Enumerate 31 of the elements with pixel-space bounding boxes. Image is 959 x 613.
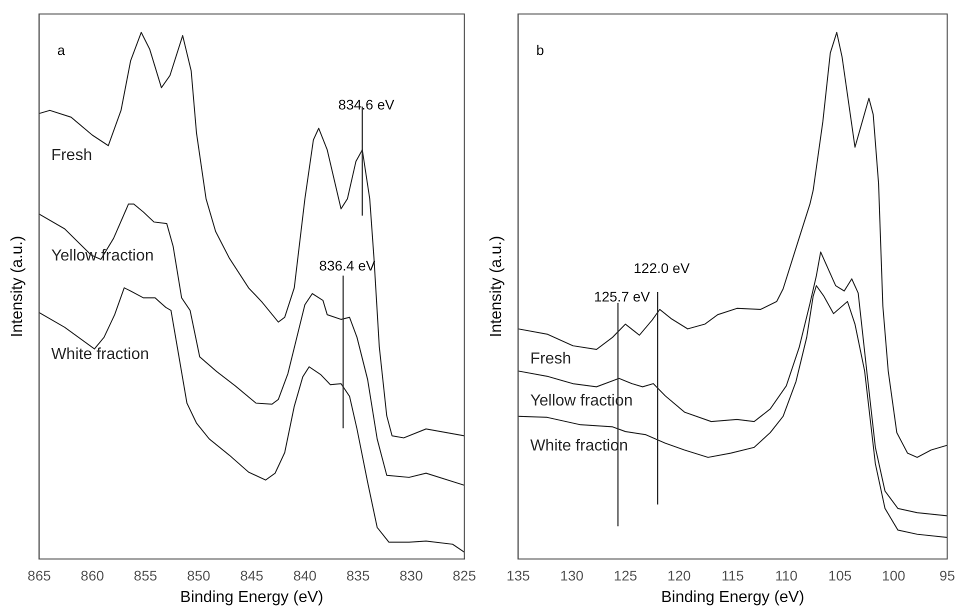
series-label: Fresh <box>530 350 572 368</box>
ref-line-label: 122.0 eV <box>634 260 690 276</box>
series-label: White fraction <box>51 346 150 363</box>
x-tick-label: 860 <box>80 567 104 584</box>
x-tick-label: 100 <box>882 567 906 584</box>
x-tick-label: 95 <box>939 567 956 584</box>
y-axis-title: Intensity (a.u.) <box>9 236 26 338</box>
y-axis-title: Intensity (a.u.) <box>488 236 506 338</box>
x-axis-title: Binding Energy (eV) <box>180 588 324 606</box>
x-tick-label: 845 <box>240 567 264 584</box>
x-tick-label: 130 <box>560 567 584 584</box>
x-tick-label: 835 <box>346 567 370 584</box>
x-tick-label: 865 <box>28 567 52 584</box>
series-label: Fresh <box>51 146 92 164</box>
x-tick-label: 850 <box>186 567 211 584</box>
x-tick-label: 825 <box>452 567 476 584</box>
x-tick-label: 105 <box>828 567 852 584</box>
series-label: Yellow fraction <box>51 248 154 265</box>
x-tick-label: 120 <box>667 567 691 584</box>
text: b <box>536 42 544 58</box>
x-tick-label: 840 <box>293 567 317 584</box>
x-tick-label: 125 <box>614 567 638 584</box>
x-axis-title: Binding Energy (eV) <box>661 588 804 606</box>
ref-line-label: 125.7 eV <box>594 288 651 305</box>
x-tick-label: 115 <box>722 567 744 584</box>
text: a <box>57 42 66 58</box>
x-tick-label: 830 <box>400 567 424 584</box>
x-tick-label: 135 <box>506 567 530 584</box>
x-tick-label: 110 <box>775 567 798 584</box>
x-tick-label: 855 <box>134 567 158 584</box>
ref-line-label: 834.6 eV <box>338 96 395 113</box>
